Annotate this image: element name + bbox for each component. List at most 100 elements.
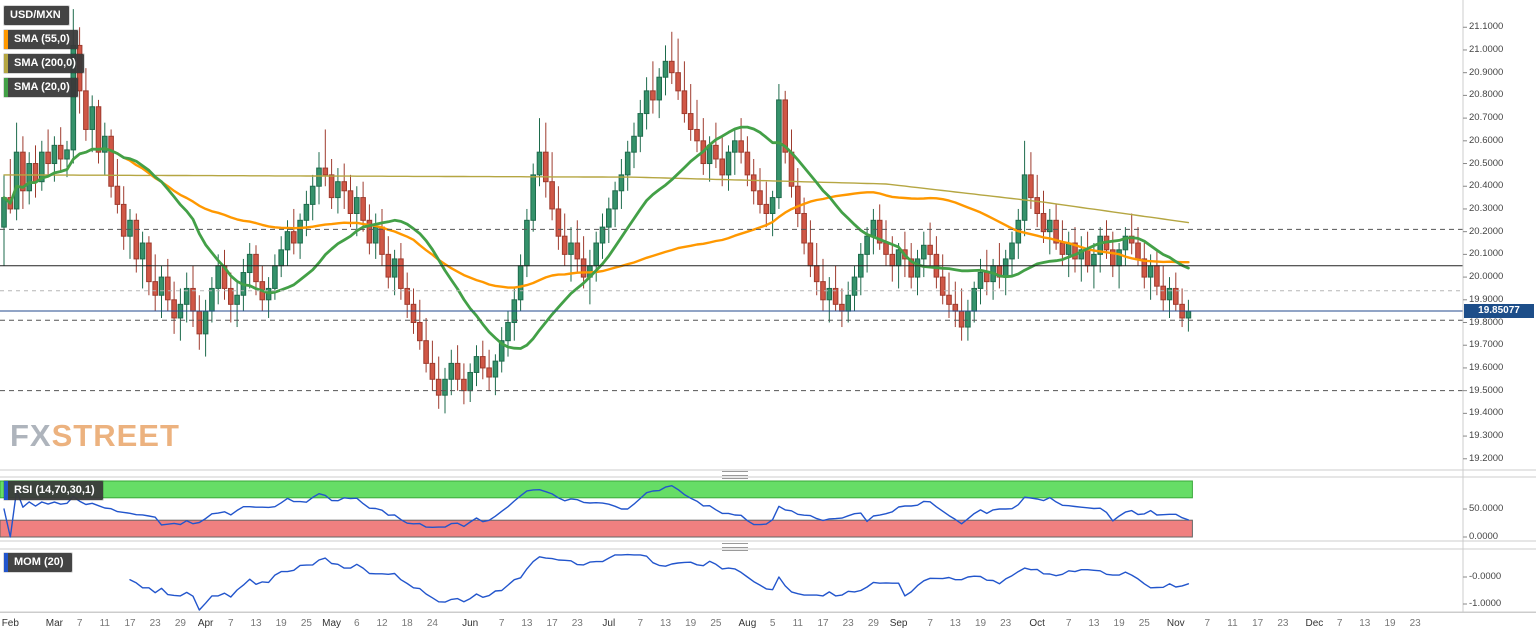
rsi-legend[interactable]: RSI (14,70,30,1) [4, 481, 103, 500]
time-tick-label: 17 [124, 618, 136, 629]
axis-tick-label: 19.5000 [1469, 384, 1504, 396]
time-tick-label: 11 [99, 618, 110, 629]
mom-line [129, 553, 1190, 611]
mom-legend[interactable]: MOM (20) [4, 553, 72, 572]
axis-tick-label: 19.4000 [1469, 407, 1504, 419]
legend-sma200[interactable]: SMA (200,0) [4, 54, 84, 73]
axis-tick-label: 20.6000 [1469, 134, 1504, 146]
time-tick-label: 19 [685, 618, 697, 629]
axis-tick-label: -1.0000 [1469, 598, 1502, 609]
rsi-color-swatch [4, 481, 8, 500]
sma200-line [3, 174, 1190, 224]
rsi-line [3, 485, 1190, 538]
legend-symbol[interactable]: USD/MXN [4, 6, 69, 25]
time-tick-label: 7 [76, 618, 83, 629]
fxstreet-watermark: FXSTREET [10, 418, 180, 454]
time-tick-label: Oct [1029, 618, 1045, 629]
rsi-overbought-band [0, 480, 1193, 499]
time-tick-label: 19 [974, 618, 987, 629]
time-tick-label: 23 [842, 618, 854, 629]
time-tick-label: 25 [300, 618, 312, 629]
time-tick-label: Apr [197, 618, 214, 629]
time-tick-label: 18 [401, 618, 413, 629]
time-tick-label: 23 [571, 618, 583, 629]
axis-tick-label: 21.0000 [1469, 43, 1504, 55]
legend-sma55[interactable]: SMA (55,0) [4, 30, 78, 49]
axis-tick-label: 19.6000 [1469, 361, 1504, 373]
time-tick-label: Jun [462, 618, 479, 629]
time-tick-label: 13 [1359, 618, 1371, 629]
watermark-street: STREET [51, 418, 180, 453]
time-axis[interactable]: Feb Mar 7 11 17 23 29 Apr 7 13 19 25 May 6 12 18 24 Jun 7 1… [0, 612, 1536, 636]
time-tick-label: 7 [927, 618, 933, 629]
legend-sma20[interactable]: SMA (20,0) [4, 78, 78, 97]
axis-tick-label: -0.0000 [1469, 571, 1502, 582]
time-tick-label: 6 [354, 618, 360, 629]
axis-tick-label: 21.1000 [1469, 21, 1504, 33]
axis-tick-label: 20.9000 [1469, 66, 1504, 78]
time-tick-label: 7 [228, 618, 234, 629]
last-price-badge: 19.85077 [1464, 303, 1534, 318]
axis-tick-label: 19.8000 [1469, 316, 1504, 328]
time-tick-label: 7 [1065, 618, 1072, 629]
axis-tick-label: 20.2000 [1469, 225, 1504, 237]
sma20-line [2, 125, 1190, 350]
time-tick-label: 19 [275, 618, 287, 629]
time-tick-label: 19 [1384, 618, 1396, 629]
time-tick-label: Sep [889, 618, 908, 629]
time-tick-label: 7 [637, 618, 644, 629]
sma200-color-swatch [4, 54, 8, 73]
time-tick-label: 7 [1336, 618, 1343, 629]
mom-color-swatch [4, 553, 8, 572]
time-tick-label: 17 [817, 618, 829, 629]
axis-tick-label: 19.9000 [1469, 293, 1504, 305]
time-tick-label: 7 [498, 618, 505, 629]
time-tick-label: 11 [792, 618, 803, 629]
time-tick-label: Nov [1166, 618, 1185, 629]
axis-tick-label: 19.2000 [1469, 452, 1504, 464]
sma20-label: SMA (20,0) [14, 81, 70, 93]
time-tick-label: Mar [45, 618, 63, 629]
sma20-color-swatch [4, 78, 8, 97]
axis-tick-label: 20.5000 [1469, 157, 1504, 169]
mom-label: MOM (20) [14, 556, 64, 568]
time-tick-label: 23 [1000, 618, 1012, 629]
time-tick-label: Aug [738, 618, 757, 629]
time-tick-label: 13 [521, 618, 533, 629]
time-tick-label: 29 [174, 618, 186, 629]
time-tick-label: May [322, 618, 342, 629]
time-tick-label: 17 [546, 618, 558, 629]
time-tick-label: 25 [710, 618, 722, 629]
time-tick-label: 25 [1138, 618, 1150, 629]
axis-tick-label: 19.3000 [1469, 430, 1504, 442]
axis-tick-label: 20.7000 [1469, 112, 1504, 124]
time-tick-label: 13 [659, 618, 672, 629]
time-tick-label: 11 [1227, 618, 1238, 629]
time-tick-label: 23 [149, 618, 161, 629]
sma55-color-swatch [4, 30, 8, 49]
time-tick-label: 24 [426, 618, 438, 629]
time-tick-label: Feb [1, 618, 19, 629]
rsi-oversold-band [0, 519, 1193, 538]
time-tick-label: Dec [1305, 618, 1324, 629]
time-tick-label: 7 [1204, 618, 1211, 629]
panel-resize-grip-rsi[interactable] [722, 470, 748, 480]
time-tick-label: 23 [1277, 618, 1289, 629]
axis-tick-label: 50.0000 [1469, 503, 1504, 514]
time-tick-label: 23 [1409, 618, 1421, 629]
axis-tick-label: 20.0000 [1469, 271, 1504, 283]
watermark-fx: FX [10, 418, 52, 453]
panel-resize-grip-mom[interactable] [722, 542, 748, 552]
candles-layer [1, 9, 1192, 414]
axis-tick-label: 20.3000 [1469, 202, 1504, 214]
axis-tick-label: 19.7000 [1469, 339, 1504, 351]
sma55-label: SMA (55,0) [14, 33, 70, 45]
axis-tick-label: 0.0000 [1469, 531, 1499, 542]
time-tick-label: 5 [769, 618, 776, 629]
time-tick-label: 19 [1113, 618, 1125, 629]
sma200-label: SMA (200,0) [14, 57, 76, 69]
rsi-label: RSI (14,70,30,1) [14, 484, 95, 496]
axis-tick-label: 20.4000 [1469, 180, 1504, 192]
